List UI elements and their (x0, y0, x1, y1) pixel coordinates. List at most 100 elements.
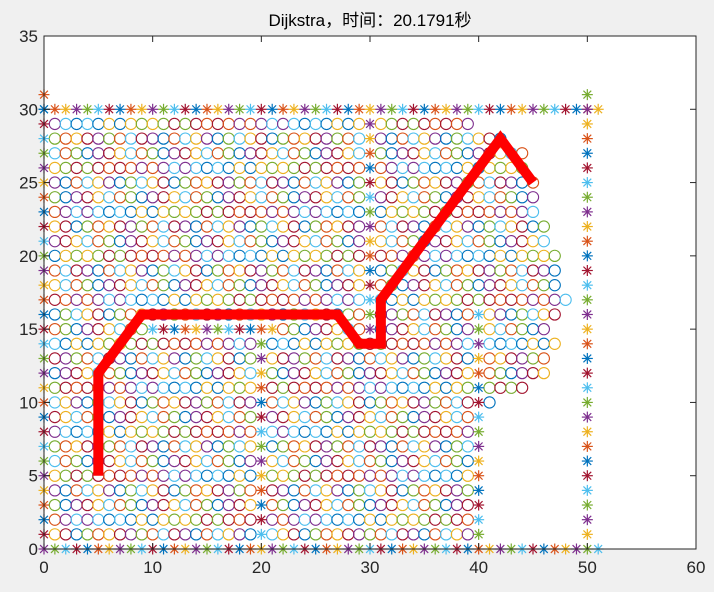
obstacle-marker (527, 103, 539, 115)
obstacle-marker (581, 411, 593, 423)
obstacle-marker (49, 103, 61, 115)
obstacle-marker (168, 323, 180, 335)
obstacle-marker (299, 103, 311, 115)
obstacle-marker (581, 528, 593, 540)
visited-node-marker (461, 117, 474, 131)
obstacle-marker (114, 103, 126, 115)
obstacle-marker (473, 528, 485, 540)
obstacle-marker (147, 323, 159, 335)
obstacle-marker (168, 103, 180, 115)
obstacle-marker (581, 177, 593, 189)
obstacle-marker (255, 514, 267, 526)
obstacle-marker (92, 103, 104, 115)
obstacle-marker (234, 103, 246, 115)
obstacle-marker (473, 352, 485, 364)
obstacle-marker (429, 103, 441, 115)
obstacle-marker (364, 279, 376, 291)
visited-node-marker (548, 337, 561, 350)
obstacle-marker (581, 235, 593, 247)
obstacle-marker (473, 103, 485, 115)
obstacle-marker (473, 382, 485, 394)
obstacle-marker (266, 323, 278, 335)
visited-node-marker (526, 191, 540, 204)
obstacle-marker (581, 294, 593, 306)
obstacle-marker (266, 103, 278, 115)
obstacle-marker (147, 103, 159, 115)
obstacle-marker (473, 411, 485, 423)
visited-node-marker (537, 235, 551, 248)
obstacle-marker (473, 455, 485, 467)
obstacle-marker (473, 396, 485, 408)
visited-node-marker (548, 279, 561, 292)
y-tick-label: 5 (29, 467, 38, 486)
visited-node-marker (548, 264, 561, 277)
obstacle-marker (364, 323, 376, 335)
x-tick-label: 10 (143, 558, 162, 577)
obstacle-marker (581, 396, 593, 408)
obstacle-marker (288, 103, 300, 115)
plot-marks (38, 89, 604, 555)
visited-node-marker (559, 293, 572, 306)
axes: 0 10 20 30 40 50 60 0 5 10 15 20 25 30 35 (19, 27, 705, 577)
obstacle-marker (473, 338, 485, 350)
obstacle-marker (179, 103, 191, 115)
obstacle-marker (473, 440, 485, 452)
obstacle-marker (473, 470, 485, 482)
obstacle-marker (60, 103, 72, 115)
obstacle-marker (190, 323, 202, 335)
y-tick-label: 30 (19, 100, 38, 119)
obstacle-marker (321, 103, 333, 115)
obstacle-marker (505, 103, 517, 115)
obstacle-marker (158, 323, 170, 335)
obstacle-marker (581, 352, 593, 364)
obstacle-marker (244, 103, 256, 115)
obstacle-marker (364, 265, 376, 277)
obstacle-marker (255, 382, 267, 394)
obstacle-marker (331, 103, 343, 115)
obstacle-marker (212, 103, 224, 115)
obstacle-marker (462, 103, 474, 115)
obstacle-marker (581, 265, 593, 277)
obstacle-marker (581, 147, 593, 159)
obstacle-marker (364, 294, 376, 306)
chart-title: Dijkstra，时间：20.1791秒 (268, 11, 471, 30)
obstacle-marker (364, 235, 376, 247)
visited-node-marker (515, 381, 529, 394)
obstacle-marker (592, 103, 604, 115)
obstacle-marker (581, 279, 593, 291)
x-tick-label: 60 (687, 558, 706, 577)
obstacle-marker (255, 411, 267, 423)
obstacle-marker (375, 103, 387, 115)
obstacle-marker (581, 103, 593, 115)
obstacle-marker (386, 103, 398, 115)
obstacle-marker (473, 367, 485, 379)
obstacle-marker (255, 352, 267, 364)
y-tick-label: 20 (19, 247, 38, 266)
obstacle-marker (158, 103, 170, 115)
obstacle-marker (440, 103, 452, 115)
obstacle-marker (581, 308, 593, 320)
y-tick-label: 10 (19, 393, 38, 412)
obstacle-marker (103, 103, 115, 115)
obstacle-marker (581, 426, 593, 438)
y-tick-label: 0 (29, 540, 38, 559)
obstacle-marker (364, 206, 376, 218)
obstacle-marker (364, 133, 376, 145)
obstacle-marker (473, 514, 485, 526)
obstacle-marker (71, 103, 83, 115)
x-tick-label: 30 (361, 558, 380, 577)
obstacle-marker (255, 455, 267, 467)
obstacle-marker (353, 103, 365, 115)
x-tick-label: 20 (252, 558, 271, 577)
obstacle-marker (255, 484, 267, 496)
obstacle-marker (255, 426, 267, 438)
obstacle-marker (364, 147, 376, 159)
obstacle-marker (364, 250, 376, 262)
obstacle-marker (255, 323, 267, 335)
visited-nodes (48, 117, 572, 541)
obstacle-marker (473, 426, 485, 438)
obstacle-marker (516, 103, 528, 115)
obstacle-marker (364, 221, 376, 233)
obstacle-marker (484, 103, 496, 115)
obstacle-marker (364, 162, 376, 174)
